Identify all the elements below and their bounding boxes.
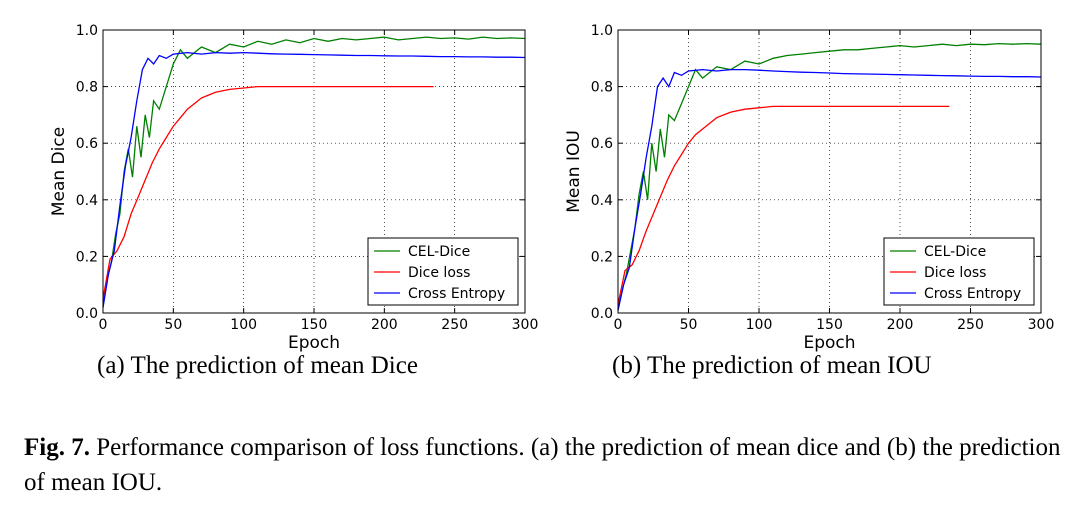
y-axis-label: Mean Dice	[49, 127, 69, 216]
series-line-dice-loss	[617, 105, 950, 305]
legend-label-cross-entropy: Cross Entropy	[408, 286, 505, 302]
legend-label-dice-loss: Dice loss	[924, 265, 986, 281]
series-line-cel-dice	[102, 36, 526, 308]
y-tick-label: 0.6	[591, 136, 613, 152]
series-line-dice-loss	[102, 85, 434, 300]
y-tick-label: 0.4	[76, 193, 98, 209]
x-tick-label: 250	[957, 317, 984, 333]
legend: CEL-Dice Dice loss Cross Entropy	[367, 237, 519, 306]
y-tick-label: 0.0	[591, 306, 613, 322]
legend-label-cross-entropy: Cross Entropy	[924, 286, 1021, 302]
y-axis-label: Mean IOU	[564, 130, 584, 213]
x-tick-label: 200	[887, 317, 914, 333]
y-tick-label: 1.0	[591, 23, 613, 39]
caption-label: Fig. 7.	[24, 434, 90, 461]
figure-caption: Fig. 7. Performance comparison of loss f…	[24, 430, 1084, 500]
x-tick-label: 100	[746, 317, 773, 333]
x-tick-label: 0	[99, 317, 108, 333]
x-tick-label: 300	[512, 317, 539, 333]
chart-mean-iou: 0 50 100 150 200 250 300 0.0 0.2 0.4 0.6 0.8 1.0 Epo…	[564, 23, 1054, 353]
caption-text: Performance comparison of loss functions…	[24, 434, 1061, 496]
series-line-cel-dice	[617, 42, 1042, 311]
x-tick-label: 100	[230, 317, 257, 333]
x-axis-label: Epoch	[288, 333, 340, 353]
legend-label-cel-dice: CEL-Dice	[408, 244, 470, 260]
x-tick-label: 300	[1028, 317, 1055, 333]
y-tick-label: 0.8	[591, 80, 613, 96]
x-axis-label: Epoch	[803, 333, 855, 353]
x-tick-label: 50	[164, 317, 182, 333]
y-tick-label: 0.2	[591, 249, 613, 265]
legend-label-cel-dice: CEL-Dice	[924, 244, 986, 260]
subcaption-b: (b) The prediction of mean IOU	[612, 352, 932, 379]
y-tick-label: 0.8	[76, 80, 98, 96]
y-tick-label: 0.2	[76, 249, 98, 265]
x-tick-label: 250	[441, 317, 468, 333]
y-tick-label: 0.6	[76, 136, 98, 152]
legend: CEL-Dice Dice loss Cross Entropy	[883, 237, 1035, 306]
legend-label-dice-loss: Dice loss	[408, 265, 470, 281]
series-line-cross-entropy	[102, 51, 526, 308]
y-tick-label: 0.0	[76, 306, 98, 322]
x-tick-label: 0	[614, 317, 623, 333]
chart-mean-dice: 0 50 100 150 200 250 300 0.0 0.2 0.4 0.6 0.8 1.0 Epo…	[49, 23, 538, 353]
x-tick-label: 50	[680, 317, 698, 333]
y-tick-label: 1.0	[76, 23, 98, 39]
y-tick-label: 0.4	[591, 193, 613, 209]
x-tick-label: 200	[371, 317, 398, 333]
figure: 0 50 100 150 200 250 300 0.0 0.2 0.4 0.6 0.8 1.0 Epo…	[49, 23, 1054, 353]
subcaption-a: (a) The prediction of mean Dice	[97, 352, 418, 379]
x-tick-label: 150	[301, 317, 328, 333]
series-line-cross-entropy	[617, 68, 1042, 311]
x-tick-label: 150	[816, 317, 843, 333]
